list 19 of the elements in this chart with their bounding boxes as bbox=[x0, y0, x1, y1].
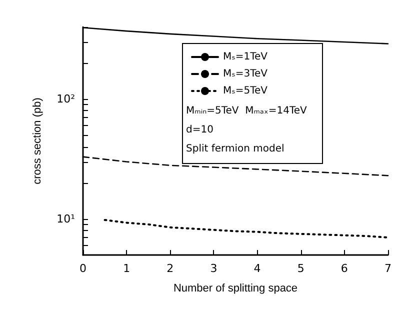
x-tick-label: 3 bbox=[210, 262, 218, 275]
x-tick-label: 6 bbox=[340, 262, 348, 275]
x-tick-label: 5 bbox=[297, 262, 304, 275]
legend-label: Mₛ=5TeV bbox=[223, 86, 268, 96]
annotation: Mₘᵢₙ=5TeV Mₘₐₓ=14TeV bbox=[186, 106, 308, 116]
x-axis-title: Number of splitting space bbox=[173, 282, 298, 294]
line-series bbox=[104, 218, 389, 238]
y-tick-label: 10² bbox=[56, 92, 75, 106]
x-tick-label: 7 bbox=[384, 262, 392, 275]
legend-label: Mₛ=1TeV bbox=[223, 52, 268, 62]
annotation: d=10 bbox=[186, 124, 214, 136]
x-tick-label: 4 bbox=[254, 262, 261, 275]
x-tick-label: 2 bbox=[166, 262, 174, 275]
y-tick-label: 10¹ bbox=[56, 212, 75, 226]
y-axis-title: cross section (pb) bbox=[32, 98, 44, 184]
legend-label: Mₛ=3TeV bbox=[223, 68, 268, 80]
x-tick-label: 0 bbox=[80, 262, 86, 275]
annotation: Split fermion model bbox=[186, 144, 284, 154]
x-tick-label: 1 bbox=[123, 262, 130, 275]
